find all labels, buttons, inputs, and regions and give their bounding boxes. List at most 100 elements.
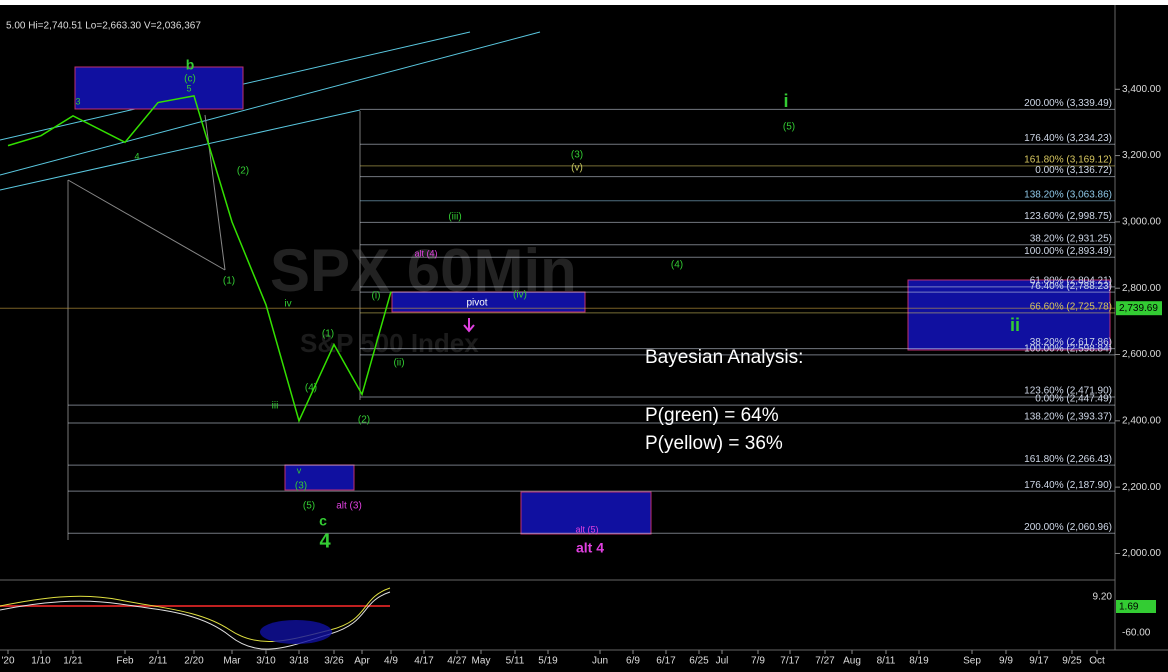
x-tick-label: '20 bbox=[1, 656, 14, 667]
wave-label: (c) bbox=[184, 74, 196, 85]
wave-label: (5) bbox=[303, 501, 315, 512]
y-tick-label: 3,200.00 bbox=[1122, 150, 1161, 161]
wave-label: (i) bbox=[372, 291, 381, 302]
wave-label: (1) bbox=[322, 329, 334, 340]
wave-label: (iii) bbox=[448, 212, 461, 223]
fib-label: 61.80% (2,804.21) bbox=[1030, 275, 1112, 286]
x-tick-label: 2/11 bbox=[149, 656, 168, 667]
indicator-line bbox=[0, 587, 391, 642]
trend-line bbox=[204, 114, 226, 271]
wave-label: (ii) bbox=[393, 358, 404, 369]
wave-label: pivot bbox=[466, 298, 487, 309]
x-tick-label: 6/9 bbox=[626, 656, 640, 667]
fib-label: 38.20% (2,931.25) bbox=[1030, 233, 1112, 244]
fib-label: 200.00% (3,339.49) bbox=[1024, 98, 1112, 109]
y-tick-label: 2,000.00 bbox=[1122, 548, 1161, 559]
wave-label: (iv) bbox=[513, 290, 527, 301]
x-tick-label: 7/17 bbox=[780, 656, 800, 667]
x-tick-label: 7/27 bbox=[815, 656, 835, 667]
x-tick-label: 3/10 bbox=[256, 656, 276, 667]
x-tick-label: Apr bbox=[354, 656, 370, 667]
fib-label: 176.40% (2,187.90) bbox=[1024, 480, 1112, 491]
x-tick-label: 2/20 bbox=[184, 656, 204, 667]
wave-label: iii bbox=[272, 401, 279, 412]
x-tick-label: Jul bbox=[716, 656, 729, 667]
x-tick-label: 7/9 bbox=[751, 656, 765, 667]
x-tick-label: 4/17 bbox=[414, 656, 434, 667]
wave-label: (2) bbox=[237, 166, 249, 177]
y-tick-label: 3,400.00 bbox=[1122, 84, 1161, 95]
fib-label: 176.40% (3,234.23) bbox=[1024, 133, 1112, 144]
indicator-label: 1.69 bbox=[1119, 602, 1139, 613]
wave-label: ii bbox=[1010, 315, 1020, 335]
indicator-label: -60.00 bbox=[1122, 628, 1151, 639]
fib-label: 66.60% (2,725.78) bbox=[1030, 301, 1112, 312]
wave-label: 4 bbox=[319, 530, 331, 552]
x-tick-label: 3/26 bbox=[324, 656, 344, 667]
wave-label: (2) bbox=[358, 415, 370, 426]
zone-box bbox=[520, 491, 652, 535]
wave-label: (5) bbox=[783, 122, 795, 133]
wave-label: (4) bbox=[305, 383, 317, 394]
wave-label: alt 4 bbox=[576, 540, 604, 556]
header-info: 5.00 Hi=2,740.51 Lo=2,663.30 V=2,036,367 bbox=[6, 21, 201, 32]
wave-label: alt (4) bbox=[414, 248, 437, 258]
channel-line bbox=[0, 31, 541, 176]
fib-label: 0.00% (2,447.49) bbox=[1035, 394, 1112, 405]
y-tick-label: 3,000.00 bbox=[1122, 217, 1161, 228]
fib-label: 138.20% (3,063.86) bbox=[1024, 189, 1112, 200]
x-tick-label: 9/17 bbox=[1029, 656, 1049, 667]
x-tick-label: 1/10 bbox=[31, 656, 51, 667]
x-tick-label: 6/17 bbox=[656, 656, 676, 667]
wave-label: 5 bbox=[186, 83, 191, 93]
wave-label: b bbox=[186, 57, 195, 73]
x-tick-label: 6/25 bbox=[689, 656, 709, 667]
trend-line bbox=[67, 179, 226, 271]
note: Bayesian Analysis: bbox=[645, 347, 803, 368]
indicator-ellipse bbox=[260, 620, 332, 644]
fib-label: 200.00% (2,060.96) bbox=[1024, 522, 1112, 533]
x-tick-label: 5/19 bbox=[538, 656, 558, 667]
fib-label: 100.00% (2,598.84) bbox=[1024, 344, 1112, 355]
wave-label: alt (3) bbox=[336, 501, 362, 512]
note: P(yellow) = 36% bbox=[645, 433, 783, 454]
x-tick-label: Sep bbox=[963, 656, 981, 667]
fib-label: 100.00% (2,893.49) bbox=[1024, 246, 1112, 257]
fib-label: 38.20% (2,617.86) bbox=[1030, 337, 1112, 348]
x-tick-label: 5/11 bbox=[506, 656, 525, 667]
fib-label: 123.60% (2,998.75) bbox=[1024, 211, 1112, 222]
top-bar bbox=[0, 0, 1168, 5]
x-tick-label: Feb bbox=[116, 656, 134, 667]
wave-label: c bbox=[319, 513, 327, 529]
price-line bbox=[7, 95, 392, 423]
fib-label: 123.60% (2,471.90) bbox=[1024, 386, 1112, 397]
x-tick-label: Mar bbox=[223, 656, 241, 667]
fib-label: 161.80% (2,266.43) bbox=[1024, 454, 1112, 465]
channel-line bbox=[0, 109, 361, 191]
x-tick-label: Jun bbox=[592, 656, 608, 667]
x-tick-label: 8/11 bbox=[877, 656, 896, 667]
fib-label: 161.80% (3,169.12) bbox=[1024, 154, 1112, 165]
price-tag bbox=[1116, 301, 1162, 316]
x-tick-label: 9/9 bbox=[999, 656, 1013, 667]
y-tick-label: 2,800.00 bbox=[1122, 283, 1161, 294]
x-tick-label: 4/9 bbox=[384, 656, 398, 667]
x-tick-label: 4/27 bbox=[447, 656, 467, 667]
wave-label: 3 bbox=[75, 96, 80, 106]
x-tick-label: 9/25 bbox=[1062, 656, 1082, 667]
indicator-tag bbox=[1116, 600, 1156, 613]
x-tick-label: 8/19 bbox=[909, 656, 929, 667]
wave-label: (4) bbox=[671, 260, 683, 271]
zone-box bbox=[391, 291, 586, 313]
pivot-arrow bbox=[463, 318, 475, 333]
wave-label: (3) bbox=[295, 481, 307, 492]
indicator-line bbox=[0, 591, 391, 650]
y-tick-label: 2,600.00 bbox=[1122, 349, 1161, 360]
y-tick-label: 2,400.00 bbox=[1122, 415, 1161, 426]
wave-label: 4 bbox=[134, 151, 139, 161]
fib-label: 76.40% (2,788.23) bbox=[1030, 281, 1112, 292]
wave-label: i bbox=[783, 91, 788, 111]
note: P(green) = 64% bbox=[645, 405, 779, 426]
